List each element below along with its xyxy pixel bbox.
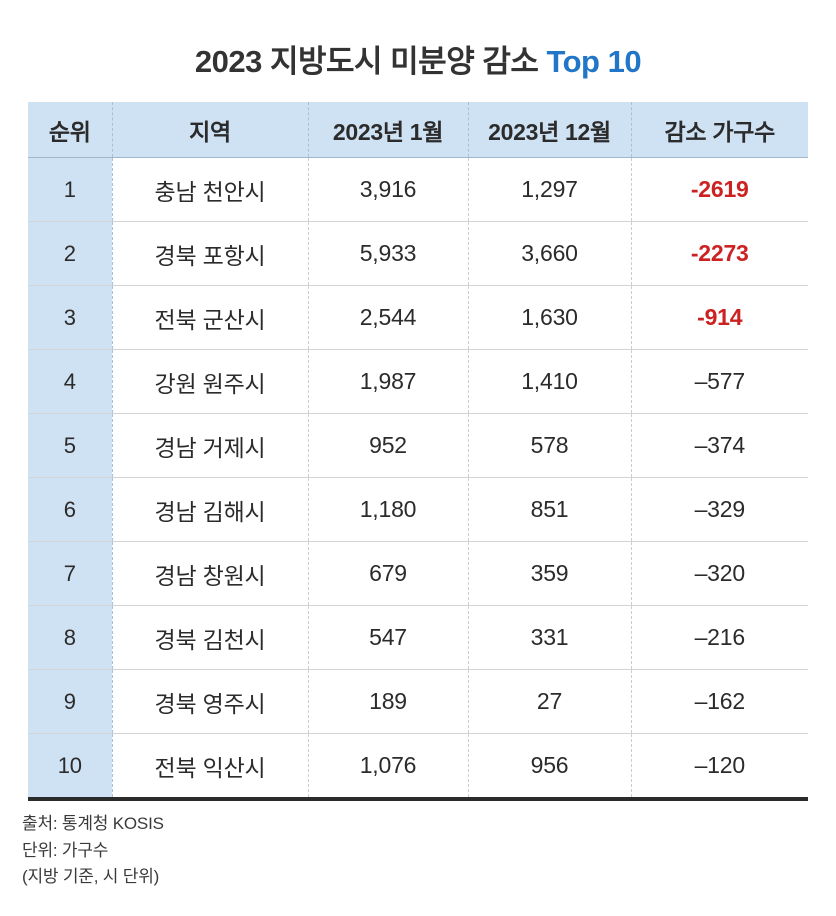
cell-decrease: –320 bbox=[631, 541, 808, 607]
cell-rank: 6 bbox=[28, 477, 113, 543]
cell-dec: 359 bbox=[468, 541, 632, 607]
table-row: 7 경남 창원시 679 359 –320 bbox=[28, 541, 808, 607]
cell-decrease: -2273 bbox=[631, 221, 808, 287]
cell-dec: 578 bbox=[468, 413, 632, 479]
cell-decrease: –162 bbox=[631, 669, 808, 735]
cell-jan: 2,544 bbox=[308, 285, 469, 351]
cell-jan: 679 bbox=[308, 541, 469, 607]
column-header-diff: 감소 가구수 bbox=[631, 102, 808, 159]
cell-jan: 3,916 bbox=[308, 157, 469, 223]
cell-rank: 8 bbox=[28, 605, 113, 671]
footnote-line-1: 출처: 통계청 KOSIS bbox=[22, 814, 164, 834]
cell-jan: 1,180 bbox=[308, 477, 469, 543]
cell-region: 경남 김해시 bbox=[112, 477, 309, 543]
ranking-table-container: 순위 지역 2023년 1월 2023년 12월 감소 가구수 1 충남 천안시 3… bbox=[28, 102, 808, 802]
cell-dec: 1,297 bbox=[468, 157, 632, 223]
cell-decrease: –329 bbox=[631, 477, 808, 543]
cell-jan: 1,987 bbox=[308, 349, 469, 415]
cell-region: 경북 포항시 bbox=[112, 221, 309, 287]
cell-jan: 189 bbox=[308, 669, 469, 735]
table-header-row: 순위 지역 2023년 1월 2023년 12월 감소 가구수 bbox=[28, 102, 808, 159]
table-body: 1 충남 천안시 3,916 1,297 -2619 2 경북 포항시 5,933 3,660-… bbox=[28, 157, 808, 798]
cell-region: 충남 천안시 bbox=[112, 157, 309, 223]
table-row: 4 강원 원주시 1,987 1,410 –577 bbox=[28, 349, 808, 415]
cell-dec: 1,630 bbox=[468, 285, 632, 351]
footnote-line-3: (지방 기준, 시 단위) bbox=[22, 866, 160, 886]
cell-region: 경남 거제시 bbox=[112, 413, 309, 479]
cell-rank: 9 bbox=[28, 669, 113, 735]
table-row: 1 충남 천안시 3,916 1,297 -2619 bbox=[28, 157, 808, 223]
cell-rank: 5 bbox=[28, 413, 113, 479]
cell-region: 전북 익산시 bbox=[112, 733, 309, 798]
cell-jan: 547 bbox=[308, 605, 469, 671]
page-title: 2023 지방도시 미분양 감소 Top 10 bbox=[0, 21, 836, 82]
cell-rank: 10 bbox=[28, 733, 113, 798]
column-header-jan: 2023년 1월 bbox=[308, 102, 469, 159]
cell-rank: 2 bbox=[28, 221, 113, 287]
cell-decrease: –120 bbox=[631, 733, 808, 798]
cell-decrease: -914 bbox=[631, 285, 808, 351]
cell-rank: 4 bbox=[28, 349, 113, 415]
cell-jan: 5,933 bbox=[308, 221, 469, 287]
cell-rank: 3 bbox=[28, 285, 113, 351]
cell-decrease: –577 bbox=[631, 349, 808, 415]
cell-dec: 956 bbox=[468, 733, 632, 798]
table-row: 2 경북 포항시 5,933 3,660 -2273 bbox=[28, 221, 808, 287]
footnotes: 출처: 통계청 KOSIS 단위: 가구수 (지방 기준, 시 단위) bbox=[22, 811, 836, 890]
cell-dec: 331 bbox=[468, 605, 632, 671]
cell-dec: 3,660 bbox=[468, 221, 632, 287]
column-header-region: 지역 bbox=[112, 102, 309, 159]
cell-dec: 27 bbox=[468, 669, 632, 735]
cell-dec: 851 bbox=[468, 477, 632, 543]
page-title-accent: Top 10 bbox=[546, 43, 642, 79]
cell-rank: 1 bbox=[28, 157, 113, 223]
cell-decrease: –216 bbox=[631, 605, 808, 671]
column-header-rank: 순위 bbox=[28, 102, 113, 159]
table-row: 8 경북 김천시 547 331 –216 bbox=[28, 605, 808, 671]
cell-region: 경남 창원시 bbox=[112, 541, 309, 607]
table-header: 순위 지역 2023년 1월 2023년 12월 감소 가구수 bbox=[28, 102, 808, 159]
cell-jan: 952 bbox=[308, 413, 469, 479]
cell-region: 경북 영주시 bbox=[112, 669, 309, 735]
ranking-table: 순위 지역 2023년 1월 2023년 12월 감소 가구수 1 충남 천안시 3… bbox=[28, 102, 808, 798]
cell-jan: 1,076 bbox=[308, 733, 469, 798]
column-header-dec: 2023년 12월 bbox=[468, 102, 632, 159]
table-row: 3 전북 군산시 2,544 1,630 -914 bbox=[28, 285, 808, 351]
cell-region: 전북 군산시 bbox=[112, 285, 309, 351]
cell-region: 강원 원주시 bbox=[112, 349, 309, 415]
cell-region: 경북 김천시 bbox=[112, 605, 309, 671]
cell-rank: 7 bbox=[28, 541, 113, 607]
cell-dec: 1,410 bbox=[468, 349, 632, 415]
table-row: 9 경북 영주시 189 27 –162 bbox=[28, 669, 808, 735]
infographic-page: 2023 지방도시 미분양 감소 Top 10 순위 지역 2023년 1월 2… bbox=[0, 21, 836, 916]
table-row: 10 전북 익산시 1,076 956 –120 bbox=[28, 733, 808, 798]
footnote-line-2: 단위: 가구수 bbox=[22, 840, 109, 860]
page-title-main: 2023 지방도시 미분양 감소 bbox=[194, 43, 547, 79]
table-row: 6 경남 김해시 1,180 851 –329 bbox=[28, 477, 808, 543]
table-row: 5 경남 거제시 952 578 –374 bbox=[28, 413, 808, 479]
cell-decrease: –374 bbox=[631, 413, 808, 479]
cell-decrease: -2619 bbox=[631, 157, 808, 223]
